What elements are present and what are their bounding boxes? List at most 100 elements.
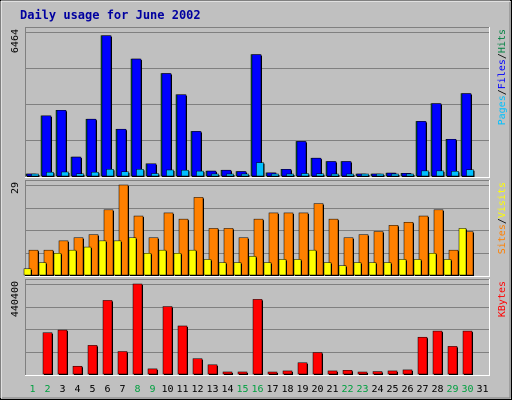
hits-panel-files-bar-27 — [416, 121, 427, 177]
kbytes-panel-kbytes-bar-30 — [462, 330, 473, 375]
visits-panel-visits-bar-28 — [428, 253, 437, 276]
visits-panel-visits-bar-23 — [353, 262, 362, 276]
hits-panel-files-bar-28 — [431, 103, 442, 177]
hits-panel-files-bar-20 — [311, 157, 322, 177]
x-label-day-29: 29 — [446, 384, 458, 395]
visits-panel-visits-bar-27 — [413, 259, 422, 276]
x-label-day-27: 27 — [416, 384, 428, 395]
kbytes-panel-kbytes-bar-19 — [297, 362, 308, 375]
visits-panel-sites-bar-13 — [208, 228, 219, 276]
x-label-day-8: 8 — [134, 384, 140, 395]
x-label-day-19: 19 — [296, 384, 308, 395]
visits-panel-sites-bar-28 — [433, 209, 444, 276]
hits-panel-pages-bar-11 — [181, 169, 189, 177]
kbytes-panel-kbytes-bar-27 — [417, 336, 428, 375]
visits-panel-visits-bar-22 — [338, 265, 347, 276]
visits-panel-sites-bar-24 — [373, 231, 384, 276]
hits-panel-legend: Pages/Files/Hits — [497, 29, 508, 125]
x-label-day-7: 7 — [119, 384, 125, 395]
hits-panel-pages-bar-7 — [121, 171, 129, 177]
hits-panel-pages-bar-4 — [76, 173, 84, 177]
visits-panel-sites-bar-27 — [418, 215, 429, 276]
kbytes-panel-kbytes-bar-20 — [312, 352, 323, 375]
x-label-day-17: 17 — [266, 384, 278, 395]
visits-panel-visits-bar-26 — [398, 259, 407, 276]
hits-panel-pages-bar-24 — [376, 173, 384, 177]
hits-panel-pages-bar-22 — [346, 173, 354, 177]
kbytes-panel: 440400 KBytes — [10, 279, 508, 376]
hits-panel-pages-bar-14 — [226, 173, 234, 177]
visits-panel-visits-bar-25 — [383, 262, 392, 276]
x-label-day-25: 25 — [386, 384, 398, 395]
visits-panel-visits-bar-16 — [248, 256, 257, 276]
visits-panel-visits-bar-6 — [98, 240, 107, 276]
hits-panel-pages-bar-12 — [196, 170, 204, 177]
visits-panel-legend: Sites/Visits — [497, 182, 508, 254]
x-label-day-14: 14 — [221, 384, 233, 395]
kbytes-panel-kbytes-bar-11 — [177, 325, 188, 375]
x-axis-labels: 1 2 3 4 5 6 7 8 9 10 11 12 13 14 15 16 17 18 19 20 21 22 23 24 2… — [29, 384, 488, 395]
kbytes-panel-kbytes-bar-26 — [402, 369, 413, 375]
visits-panel-visits-bar-24 — [368, 262, 377, 276]
visits-panel-visits-bar-1 — [23, 268, 32, 276]
kbytes-panel-kbytes-bar-13 — [207, 364, 218, 375]
visits-panel-sites-bar-14 — [223, 228, 234, 276]
hits-panel-pages-bar-13 — [211, 173, 219, 177]
hits-panel-pages-bar-1 — [31, 173, 39, 177]
kbytes-panel-kbytes-bar-16 — [252, 299, 263, 375]
visits-panel: 29 Sites/Visits — [10, 180, 508, 277]
kbytes-panel-kbytes-bar-21 — [327, 370, 338, 375]
hits-panel-pages-bar-9 — [151, 173, 159, 177]
x-label-day-21: 21 — [326, 384, 338, 395]
visits-panel-sites-bar-12 — [193, 197, 204, 276]
hits-panel-pages-bar-5 — [91, 171, 99, 177]
hits-panel-files-bar-12 — [191, 131, 202, 177]
x-label-day-20: 20 — [311, 384, 323, 395]
kbytes-panel-kbytes-bar-3 — [57, 329, 68, 375]
x-label-day-6: 6 — [104, 384, 110, 395]
kbytes-panel-kbytes-bar-10 — [162, 306, 173, 375]
chart-title: Daily usage for June 2002 — [20, 8, 201, 22]
visits-panel-visits-bar-15 — [233, 262, 242, 276]
visits-panel-legend-separator: / — [497, 218, 508, 224]
hits-panel-pages-bar-26 — [406, 173, 414, 177]
hits-panel-pages-bar-21 — [331, 173, 339, 177]
kbytes-panel-kbytes-bar-15 — [237, 371, 248, 375]
visits-panel-sites-bar-26 — [403, 221, 414, 276]
visits-panel-sites-bar-1 — [28, 249, 39, 276]
hits-panel-pages-bar-6 — [106, 169, 114, 177]
hits-panel-pages-bar-29 — [451, 171, 459, 177]
visits-panel-visits-bar-5 — [83, 246, 92, 276]
hits-panel-pages-bar-8 — [136, 169, 144, 177]
hits-panel-series-pages — [31, 162, 475, 177]
kbytes-panel-max-label: 440400 — [10, 281, 21, 317]
hits-panel-pages-bar-19 — [301, 173, 309, 177]
visits-panel-visits-bar-10 — [158, 249, 167, 276]
x-label-day-4: 4 — [74, 384, 80, 395]
x-label-day-30: 30 — [461, 384, 473, 395]
visits-panel-sites-bar-17 — [268, 212, 279, 276]
hits-panel-pages-bar-25 — [391, 173, 399, 177]
visits-panel-visits-bar-9 — [143, 253, 152, 276]
kbytes-panel-kbytes-bar-6 — [102, 300, 113, 375]
x-label-day-3: 3 — [59, 384, 65, 395]
visits-panel-legend-visits: Visits — [497, 182, 508, 218]
visits-panel-visits-bar-8 — [128, 237, 137, 276]
hits-panel-pages-bar-30 — [466, 169, 474, 177]
visits-panel-visits-bar-4 — [68, 249, 77, 276]
x-label-day-28: 28 — [431, 384, 443, 395]
kbytes-panel-kbytes-bar-7 — [117, 351, 128, 375]
hits-panel-pages-bar-28 — [436, 170, 444, 177]
visits-panel-sites-bar-20 — [313, 203, 324, 276]
hits-panel-files-bar-2 — [41, 115, 52, 177]
kbytes-panel-kbytes-bar-9 — [147, 368, 158, 375]
visits-panel-visits-bar-17 — [263, 262, 272, 276]
visits-panel-visits-bar-14 — [218, 262, 227, 276]
kbytes-panel-kbytes-bar-8 — [132, 283, 143, 375]
x-label-day-15: 15 — [236, 384, 248, 395]
hits-panel-max-label: 6464 — [10, 29, 21, 53]
kbytes-panel-kbytes-bar-2 — [42, 332, 53, 375]
hits-panel: 6464 Pages/Files/Hits — [10, 27, 508, 178]
hits-panel-pages-bar-3 — [61, 171, 69, 177]
